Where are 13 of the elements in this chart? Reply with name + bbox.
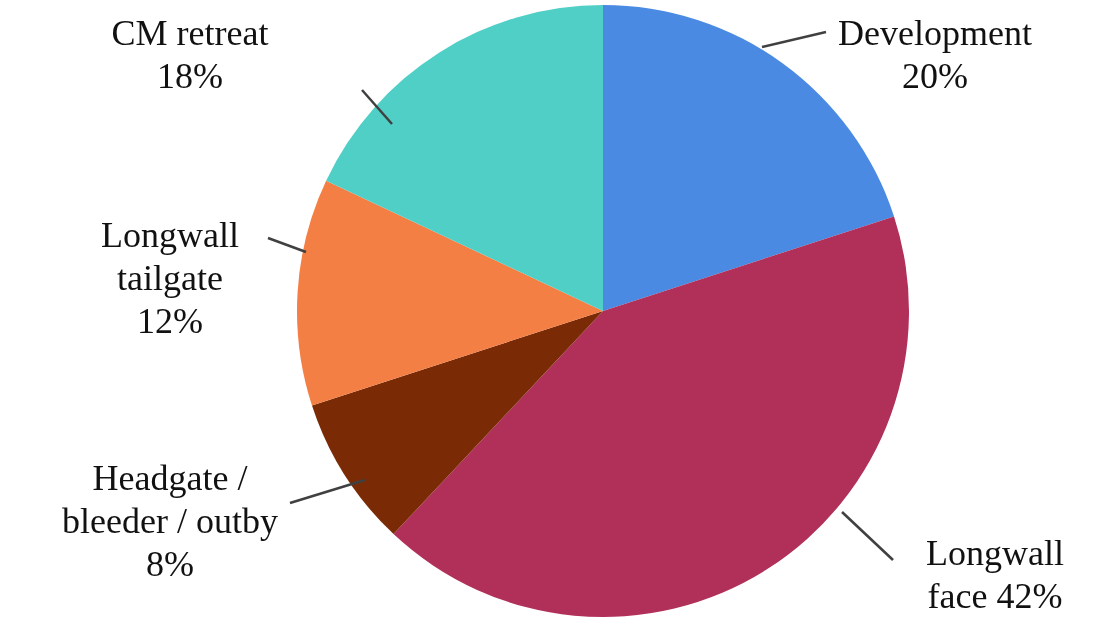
pie-slice [311, 311, 603, 535]
data-label: 20% [902, 56, 968, 96]
data-label: 18% [157, 56, 223, 96]
slice-label: Development [838, 13, 1032, 53]
pie-slice [393, 216, 909, 617]
slice-label: Longwall face 42% [926, 533, 1064, 616]
slice-label: CM retreat [111, 13, 269, 53]
pie-slice [297, 180, 603, 406]
slice-label: Longwall tailgate [101, 215, 239, 298]
data-label: 12% [137, 301, 203, 341]
pie-slice [326, 5, 603, 311]
slice-label: Headgate / bleeder / outby [62, 458, 278, 541]
data-label: 8% [146, 544, 194, 584]
